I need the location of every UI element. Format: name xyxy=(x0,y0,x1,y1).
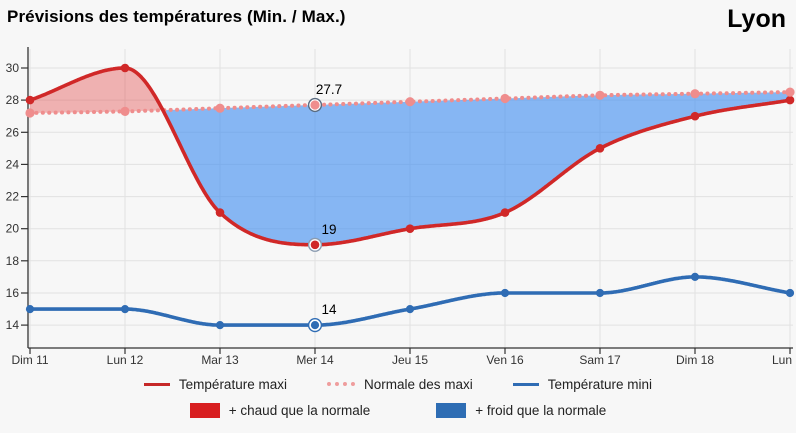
x-tick-label: Mar 13 xyxy=(201,353,239,367)
maxi-line-swatch-icon xyxy=(143,382,170,386)
data-point-marker[interactable] xyxy=(785,87,795,97)
x-tick-label: Sam 17 xyxy=(579,353,621,367)
y-tick-label: 30 xyxy=(6,61,20,75)
data-point-marker[interactable] xyxy=(120,305,130,314)
selected-data-point-marker[interactable] xyxy=(310,240,320,250)
axes: 14 16 18 20 22 24 26 28 30 Dim 11 Lun 12 Mar 13 Mer … xyxy=(6,47,793,367)
x-tick-label: Dim 18 xyxy=(676,353,714,367)
data-point-marker[interactable] xyxy=(120,106,130,116)
normale-dotted-swatch-icon xyxy=(326,382,355,386)
chart-title: Prévisions des températures (Min. / Max.… xyxy=(7,7,346,26)
y-tick-label: 28 xyxy=(6,93,20,107)
data-point-marker[interactable] xyxy=(25,108,35,118)
x-tick-label: Lun 12 xyxy=(107,353,144,367)
legend-label: Température mini xyxy=(547,376,653,392)
data-point-marker[interactable] xyxy=(215,321,225,330)
selected-marker-ring xyxy=(307,97,323,113)
legend-item-chaud-que-normale[interactable]: + chaud que la normale xyxy=(189,402,371,418)
warm-area-swatch-icon xyxy=(189,402,220,418)
data-point-marker[interactable] xyxy=(500,288,510,298)
data-point-marker[interactable] xyxy=(405,97,415,107)
legend-series-row: Température maxi Normale des maxi Tempér… xyxy=(0,373,796,395)
selected-marker-ring xyxy=(307,237,323,252)
data-point-marker[interactable] xyxy=(595,144,605,153)
data-point-marker[interactable] xyxy=(595,288,605,298)
selected-data-point-marker[interactable] xyxy=(310,321,320,330)
data-point-marker[interactable] xyxy=(785,288,795,298)
temperature-chart: 14 16 18 20 22 24 26 28 30 Dim 11 Lun 12 Mar 13 Mer … xyxy=(0,38,796,372)
mini-line-swatch-icon xyxy=(512,382,539,386)
data-point-markers xyxy=(25,63,795,333)
cold-area-swatch-icon xyxy=(436,402,467,418)
y-tick-label: 26 xyxy=(6,125,20,139)
data-point-marker[interactable] xyxy=(500,93,510,104)
legend-item-normale-des-maxi[interactable]: Normale des maxi xyxy=(326,376,473,392)
data-point-marker[interactable] xyxy=(215,103,225,113)
data-point-marker[interactable] xyxy=(785,95,795,105)
value-annotation: 14 xyxy=(321,302,337,317)
selected-marker-ring xyxy=(307,318,323,333)
y-tick-label: 16 xyxy=(6,286,20,300)
x-tick-label: Jeu 15 xyxy=(392,353,428,367)
value-annotation: 19 xyxy=(321,222,336,237)
legend-label: Température maxi xyxy=(178,376,287,392)
y-tick-label: 18 xyxy=(6,254,20,268)
x-tick-label: Dim 11 xyxy=(11,353,48,367)
normale-des-maxi-line xyxy=(28,90,792,115)
chart-svg: 14 16 18 20 22 24 26 28 30 Dim 11 Lun 12 Mar 13 Mer … xyxy=(6,47,795,367)
data-point-marker[interactable] xyxy=(405,305,415,314)
data-point-marker[interactable] xyxy=(500,208,510,217)
data-point-marker[interactable] xyxy=(215,208,225,217)
data-point-marker[interactable] xyxy=(690,111,700,121)
data-point-marker[interactable] xyxy=(405,224,415,233)
legend-label: + froid que la normale xyxy=(475,402,607,418)
legend-label: + chaud que la normale xyxy=(228,402,371,418)
data-point-marker[interactable] xyxy=(120,63,130,73)
legend-item-froid-que-normale[interactable]: + froid que la normale xyxy=(436,402,607,418)
x-tick-label: Ven 16 xyxy=(486,353,524,367)
selected-data-point-marker[interactable] xyxy=(310,100,320,110)
city-label: Lyon xyxy=(727,5,786,33)
y-tick-label: 14 xyxy=(6,318,20,332)
data-point-marker[interactable] xyxy=(25,305,35,314)
y-tick-label: 24 xyxy=(6,157,20,171)
data-point-marker[interactable] xyxy=(690,89,700,99)
legend-item-temperature-mini[interactable]: Température mini xyxy=(512,376,653,392)
deviation-areas xyxy=(30,68,790,245)
legend-item-temperature-maxi[interactable]: Température maxi xyxy=(143,376,287,392)
data-point-marker[interactable] xyxy=(25,95,35,105)
x-tick-label: Mer 14 xyxy=(296,353,334,367)
y-tick-label: 22 xyxy=(6,190,20,204)
data-point-marker[interactable] xyxy=(595,90,605,100)
warmer-than-normal-area xyxy=(30,68,163,113)
header: Prévisions des températures (Min. / Max.… xyxy=(0,0,796,38)
legend-label: Normale des maxi xyxy=(363,376,473,392)
x-tick-label: Lun xyxy=(772,353,792,367)
legend-areas-row: + chaud que la normale + froid que la no… xyxy=(0,399,796,421)
colder-than-normal-area xyxy=(162,92,790,245)
y-tick-label: 20 xyxy=(6,222,20,236)
data-point-marker[interactable] xyxy=(690,272,700,281)
value-annotation: 27.7 xyxy=(316,82,342,97)
